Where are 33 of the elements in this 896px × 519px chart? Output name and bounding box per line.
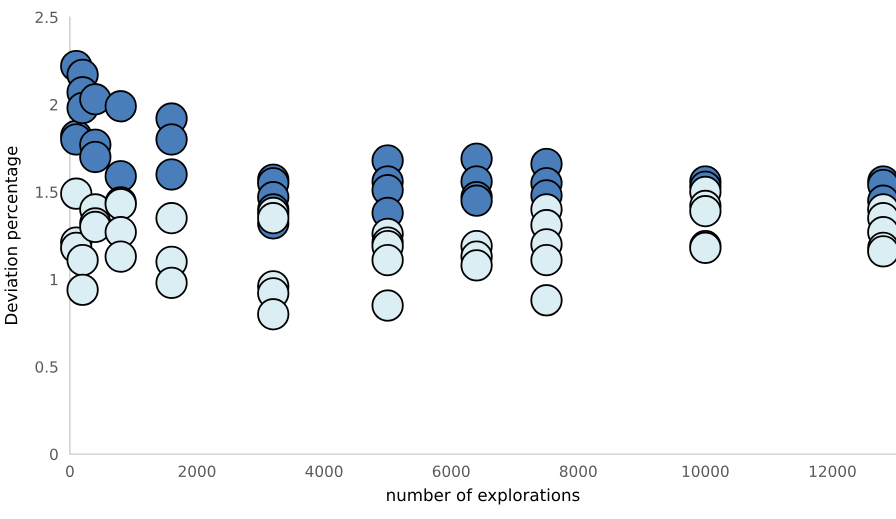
point bbox=[460, 249, 493, 282]
x-tick-label: 0 bbox=[66, 466, 74, 478]
x-tick-label: 10000 bbox=[682, 466, 729, 478]
point bbox=[530, 284, 563, 316]
point bbox=[66, 244, 99, 276]
point bbox=[79, 83, 112, 116]
x-axis-title: number of explorations bbox=[387, 488, 580, 504]
y-axis-title: Deviation percentage bbox=[4, 146, 21, 324]
point bbox=[155, 202, 188, 234]
point bbox=[689, 195, 722, 228]
point bbox=[104, 240, 137, 273]
y-tick-label: 2 bbox=[50, 98, 58, 110]
point bbox=[104, 90, 137, 122]
y-tick-label: 0 bbox=[50, 448, 58, 460]
x-tick-label: 6000 bbox=[432, 466, 470, 478]
point bbox=[257, 202, 290, 234]
point bbox=[155, 123, 188, 156]
point bbox=[155, 266, 188, 299]
point bbox=[530, 244, 563, 276]
point bbox=[155, 158, 188, 191]
y-tick-label: 2.5 bbox=[36, 12, 58, 24]
y-tick-label: 1.5 bbox=[36, 186, 58, 198]
point bbox=[79, 140, 112, 174]
point bbox=[372, 244, 404, 276]
x-tick-label: 12000 bbox=[810, 466, 856, 478]
x-tick-label: 4000 bbox=[305, 466, 342, 478]
x-tick-label: 2000 bbox=[178, 466, 216, 478]
point bbox=[372, 289, 404, 322]
x-tick-label: 8000 bbox=[560, 466, 597, 478]
point bbox=[257, 298, 290, 330]
y-tick-label: 0.5 bbox=[35, 361, 58, 373]
point bbox=[66, 274, 99, 306]
y-tick-label: 1 bbox=[50, 274, 58, 286]
